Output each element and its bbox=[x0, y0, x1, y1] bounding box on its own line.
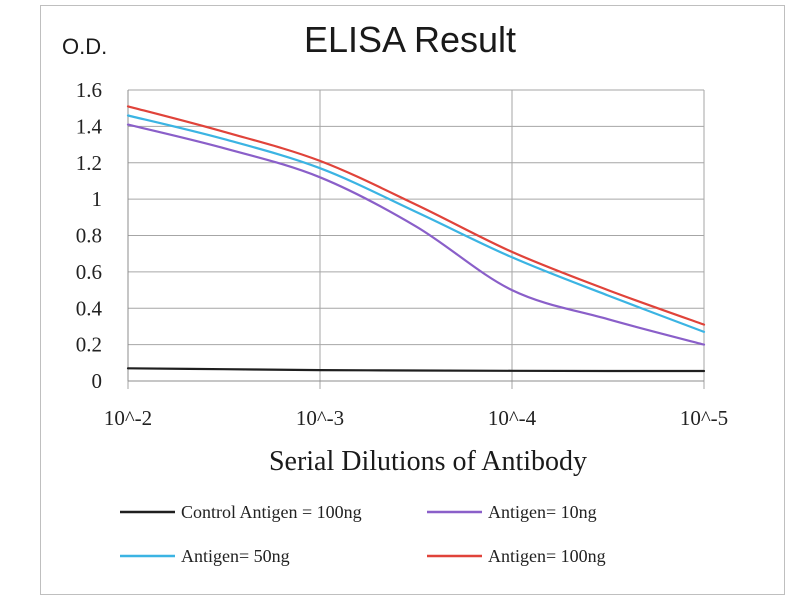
x-tick-label: 10^-2 bbox=[104, 406, 152, 430]
x-tick-label: 10^-5 bbox=[680, 406, 728, 430]
x-axis-label: Serial Dilutions of Antibody bbox=[269, 446, 587, 477]
y-tick-label: 1.4 bbox=[76, 114, 103, 138]
series-line-4 bbox=[126, 105, 706, 326]
y-tick-label: 0.2 bbox=[76, 333, 102, 357]
grid-lines bbox=[127, 89, 705, 389]
y-tick-label: 1 bbox=[92, 187, 103, 211]
y-tick-label: 1.6 bbox=[76, 78, 102, 102]
y-tick-label: 0.8 bbox=[76, 224, 102, 248]
chart-title: ELISA Result bbox=[304, 19, 516, 60]
y-axis-label: O.D. bbox=[62, 34, 107, 59]
series-line-1 bbox=[126, 367, 706, 373]
y-tick-label: 0.6 bbox=[76, 260, 102, 284]
legend-label-4: Antigen= 100ng bbox=[488, 546, 606, 566]
x-tick-label: 10^-3 bbox=[296, 406, 344, 430]
y-tick-label: 1.2 bbox=[76, 151, 102, 175]
series-line-3 bbox=[126, 114, 706, 333]
y-tick-label: 0.4 bbox=[76, 296, 103, 320]
x-tick-label: 10^-4 bbox=[488, 406, 537, 430]
chart-frame bbox=[40, 5, 785, 595]
series-line-2 bbox=[126, 123, 706, 346]
tick-labels: 0 0.2 0.4 0.6 0.8 1 1.2 1.4 1.6 10^-2 10^-3 10^-4 10… bbox=[76, 78, 728, 430]
legend-label-1: Control Antigen = 100ng bbox=[181, 502, 362, 522]
legend-label-3: Antigen= 50ng bbox=[181, 546, 290, 566]
legend-label-2: Antigen= 10ng bbox=[488, 502, 597, 522]
axes bbox=[127, 90, 704, 382]
series-lines bbox=[126, 105, 706, 373]
y-tick-label: 0 bbox=[92, 369, 103, 393]
legend: Control Antigen = 100ng Antigen= 10ng Anti… bbox=[120, 502, 606, 566]
